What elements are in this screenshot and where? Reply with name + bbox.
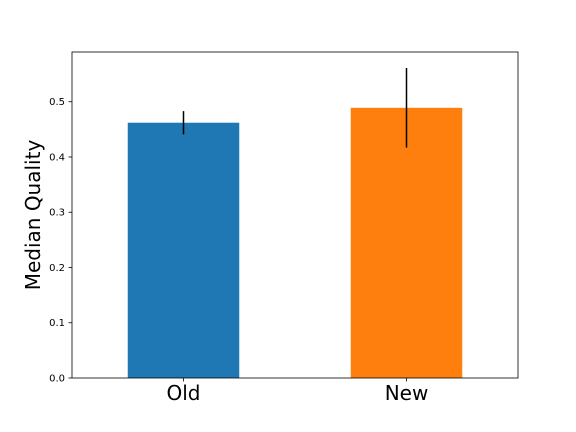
- y-tick-label: 0.3: [49, 208, 65, 219]
- bars-layer: [127, 107, 463, 379]
- error-bars-layer: [182, 68, 408, 148]
- x-tick-label-old: Old: [167, 381, 201, 405]
- y-tick-label: 0.2: [49, 263, 65, 274]
- plot-frame: [71, 51, 519, 379]
- x-tick-label-new: New: [385, 381, 429, 405]
- y-tick-label: 0.0: [49, 374, 65, 385]
- y-tick-label: 0.1: [49, 318, 65, 329]
- y-axis-label: Median Quality: [21, 140, 45, 291]
- x-axis: Old New: [167, 378, 429, 405]
- bar-old: [127, 122, 240, 378]
- y-tick-label: 0.4: [49, 152, 65, 163]
- bar-new: [350, 107, 463, 379]
- y-tick-label: 0.5: [49, 97, 65, 108]
- y-axis: 0.0 0.1 0.2 0.3 0.4 0.5: [49, 97, 72, 385]
